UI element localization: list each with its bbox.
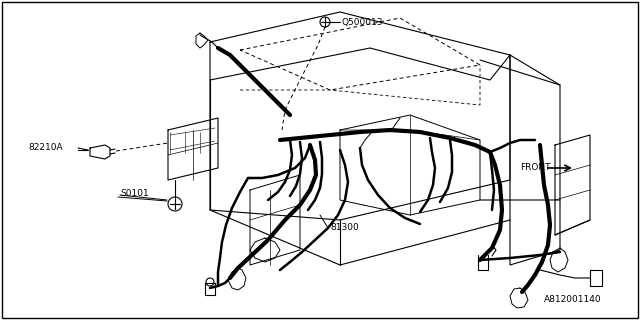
Text: S0101: S0101	[120, 189, 148, 198]
Text: 81300: 81300	[330, 223, 359, 233]
Text: Q500013: Q500013	[342, 18, 383, 27]
Text: 82210A: 82210A	[28, 143, 63, 153]
Text: FRONT: FRONT	[520, 164, 550, 172]
Text: A812001140: A812001140	[544, 294, 602, 303]
